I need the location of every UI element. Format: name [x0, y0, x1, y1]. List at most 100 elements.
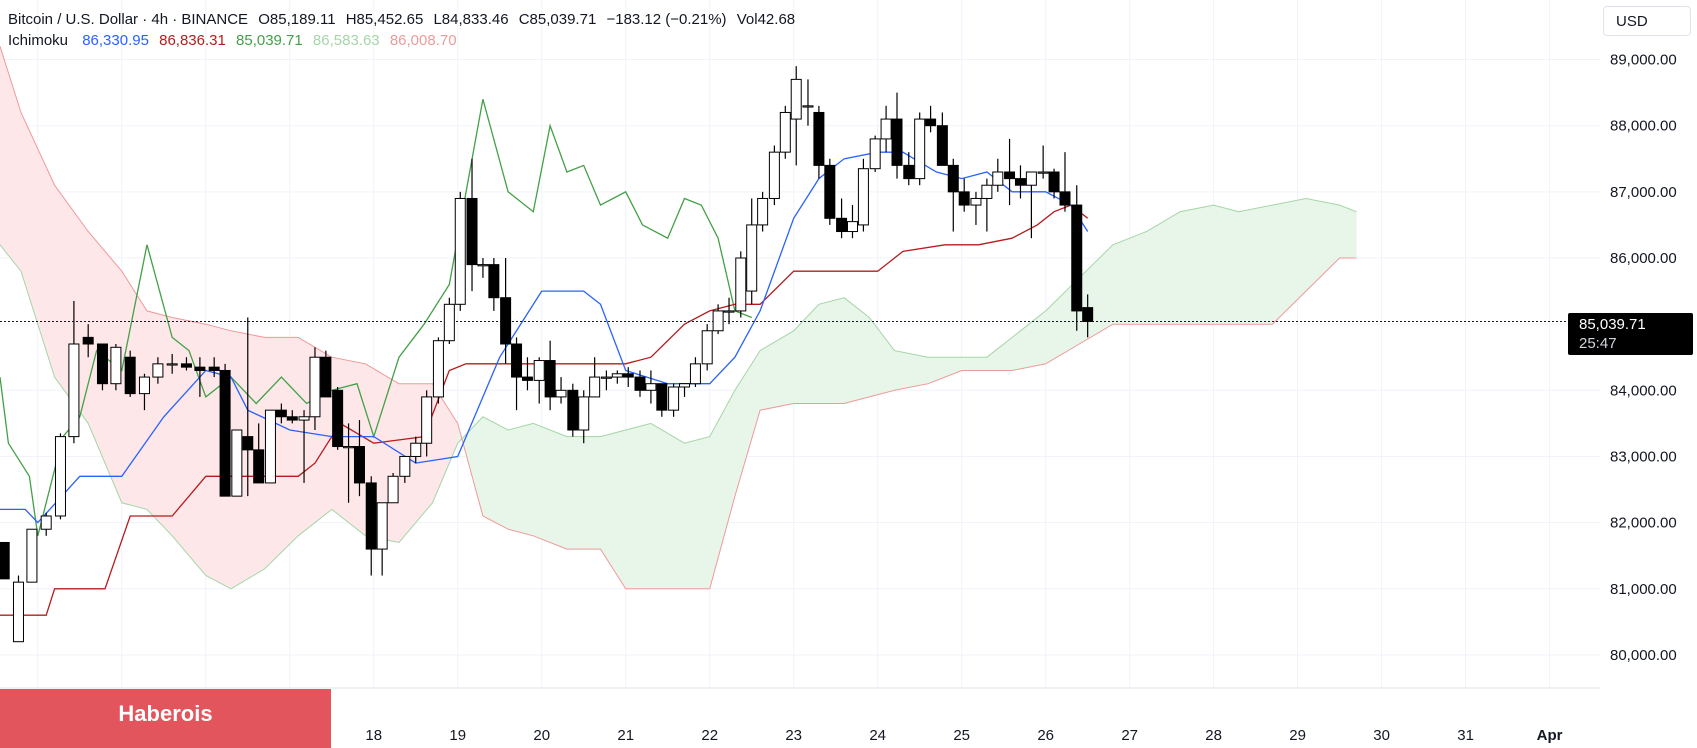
candle: [26, 528, 38, 583]
cloud-segment: [600, 429, 627, 590]
candle-body-down: [813, 111, 825, 166]
candle-body-down: [332, 389, 344, 448]
time-tick-label: 27: [1121, 727, 1138, 744]
candle: [376, 502, 388, 576]
candle-body-up: [410, 442, 422, 457]
price-axis[interactable]: 80,000.00 81,000.00 82,000.00 83,000.00 84,0…: [1600, 0, 1697, 748]
time-tick-label: 31: [1457, 727, 1474, 744]
cloud-segment: [1272, 198, 1307, 325]
candle-body-up: [152, 363, 164, 378]
candle-body-down: [1071, 204, 1083, 312]
candle: [768, 145, 780, 206]
candle-body-up: [309, 356, 321, 418]
candle-body-down: [544, 360, 556, 398]
cloud-segment: [171, 317, 207, 577]
candle: [242, 317, 254, 497]
candle: [723, 297, 735, 325]
price-tick-label: 88,000.00: [1610, 118, 1677, 135]
cloud-segment: [1112, 231, 1147, 325]
candle-body-down: [365, 482, 377, 550]
candle: [701, 324, 713, 371]
candle-body-up: [533, 360, 545, 381]
candle: [488, 258, 500, 311]
candle-body-up: [12, 581, 24, 643]
price-tick-label: 82,000.00: [1610, 515, 1677, 532]
price-tick-label: 80,000.00: [1610, 647, 1677, 664]
candle: [903, 152, 915, 186]
indicator-name[interactable]: Ichimoku: [8, 32, 69, 49]
candle-body-down: [286, 416, 298, 421]
candle: [521, 357, 533, 391]
candle: [925, 105, 937, 133]
candle: [410, 436, 422, 464]
span-a-value: 86,583.63: [312, 32, 380, 49]
candle-body-up: [26, 528, 38, 583]
candle-body-down: [194, 366, 206, 371]
candle: [589, 357, 601, 398]
candle-body-up: [846, 221, 858, 233]
candle: [802, 79, 814, 126]
candle: [138, 373, 150, 411]
time-tick-label: Apr: [1537, 727, 1563, 744]
candle: [836, 198, 848, 239]
candle-body-up: [264, 409, 276, 484]
candle-body-up: [387, 475, 399, 504]
cloud-segment: [432, 382, 459, 503]
candle-body-up: [421, 396, 433, 444]
candle-body-down: [1082, 307, 1094, 323]
candle: [544, 340, 556, 411]
candle: [110, 344, 122, 391]
candle: [1014, 165, 1026, 199]
candle: [880, 105, 892, 153]
leading-span-b-line: [0, 46, 1357, 590]
candle: [1059, 152, 1071, 212]
candle: [166, 353, 178, 374]
candle-body-up: [231, 429, 243, 497]
currency-button[interactable]: USD: [1603, 6, 1691, 36]
candle-body-down: [656, 383, 668, 411]
cloud-segment: [1011, 310, 1046, 371]
candle: [421, 390, 433, 457]
last-price-value: 85,039.71: [1579, 316, 1646, 333]
candle: [124, 350, 136, 397]
ichimoku-cloud: [0, 46, 1357, 590]
cloud-segment: [759, 330, 795, 411]
candle: [634, 370, 646, 397]
candle-body-up: [723, 310, 735, 313]
candle-body-down: [1004, 171, 1016, 180]
time-tick-label: 20: [533, 727, 550, 744]
candle: [298, 410, 310, 483]
change-value: −183.12 (−0.21%): [606, 11, 727, 28]
time-tick-label: 23: [785, 727, 802, 744]
symbol-title[interactable]: Bitcoin / U.S. Dollar · 4h · BINANCE: [8, 11, 249, 28]
cloud-segment: [1213, 204, 1240, 325]
candle-body-down: [208, 366, 220, 371]
candle-body-up: [668, 386, 680, 411]
candle: [1025, 171, 1037, 239]
candle: [779, 105, 791, 159]
candle-body-down: [511, 343, 523, 378]
candle: [947, 158, 959, 232]
candle-body-down: [466, 197, 478, 266]
candle-body-up: [578, 396, 590, 431]
candle: [679, 383, 691, 397]
candle-body-down: [958, 191, 970, 206]
price-tick-label: 81,000.00: [1610, 581, 1677, 598]
candle: [622, 367, 634, 387]
candle-body-up: [1037, 171, 1049, 174]
cloud-segment: [1238, 204, 1273, 325]
candle-body-up: [712, 310, 724, 332]
time-tick-label: 26: [1037, 727, 1054, 744]
candle: [970, 191, 982, 225]
candle: [578, 390, 590, 444]
candle-body-up: [735, 257, 747, 312]
time-tick-label: 30: [1373, 727, 1390, 744]
candle-body-up: [981, 184, 993, 199]
candle: [180, 357, 192, 371]
candle-body-up: [589, 376, 601, 398]
ohlc-legend-row: Bitcoin / U.S. Dollar · 4h · BINANCE O85…: [8, 9, 801, 30]
candle-body-up: [454, 197, 466, 305]
candle-body-down: [219, 369, 231, 497]
time-tick-label: 18: [365, 727, 382, 744]
